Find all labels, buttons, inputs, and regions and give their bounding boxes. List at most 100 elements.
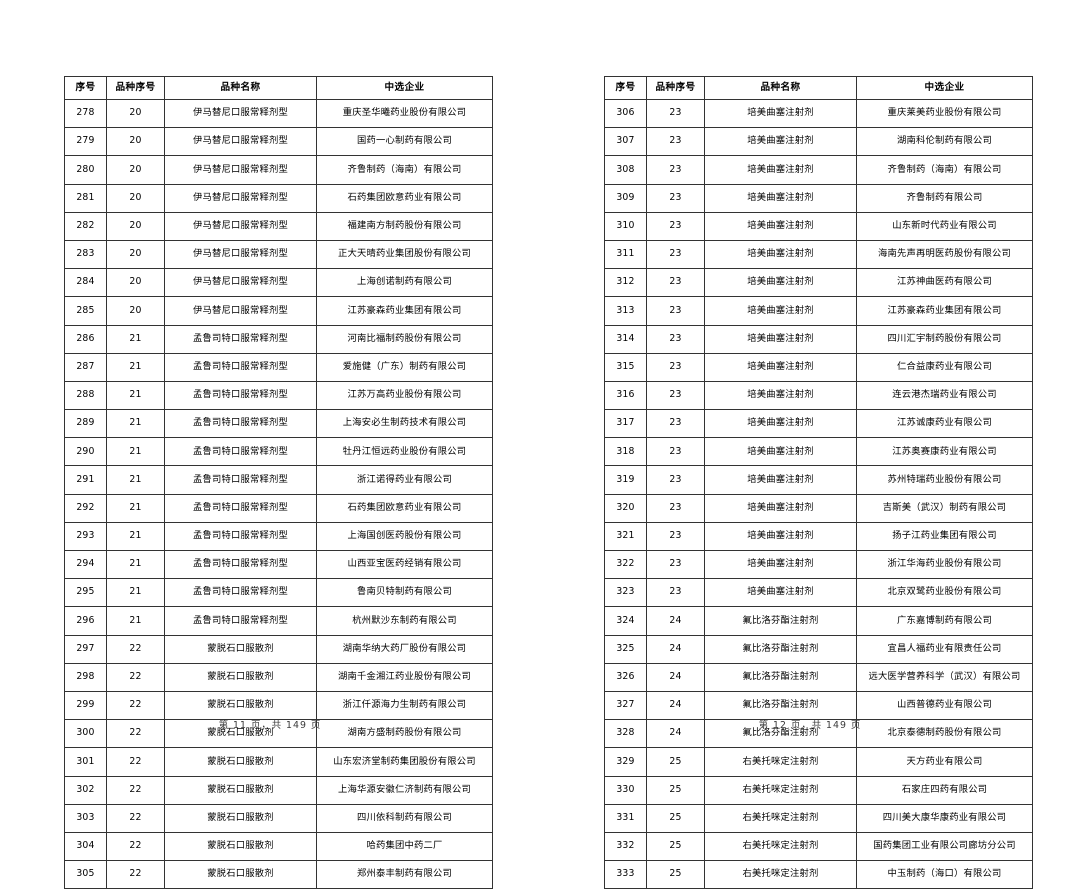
table-row: 323 23 培美曲塞注射剂 北京双鹭药业股份有限公司 xyxy=(604,578,1033,608)
table-row: 333 25 右美托咪定注射剂 中玉制药（海口）有限公司 xyxy=(604,860,1033,889)
cell-seq: 317 xyxy=(604,409,647,439)
cell-variety-name: 孟鲁司特口服常释剂型 xyxy=(164,521,317,552)
table-row: 306 23 培美曲塞注射剂 重庆莱美药业股份有限公司 xyxy=(604,98,1033,129)
cell-seq: 294 xyxy=(64,549,107,580)
cell-seq: 280 xyxy=(64,155,107,185)
cell-seq: 289 xyxy=(64,409,107,439)
cell-variety-name: 培美曲塞注射剂 xyxy=(704,324,857,354)
cell-variety-seq: 24 xyxy=(646,690,705,721)
cell-seq: 311 xyxy=(604,239,647,270)
cell-variety-seq: 22 xyxy=(106,662,165,692)
cell-company: 天方药业有限公司 xyxy=(856,747,1033,777)
cell-company: 哈药集团中药二厂 xyxy=(316,831,493,862)
table-row: 304 22 蒙脱石口服散剂 哈药集团中药二厂 xyxy=(64,831,493,862)
cell-seq: 325 xyxy=(604,634,647,664)
cell-seq: 313 xyxy=(604,296,647,326)
cell-variety-seq: 21 xyxy=(106,578,165,608)
cell-variety-seq: 20 xyxy=(106,211,165,241)
cell-variety-name: 伊马替尼口服常释剂型 xyxy=(164,98,317,129)
cell-variety-name: 孟鲁司特口服常释剂型 xyxy=(164,380,317,411)
cell-variety-name: 培美曲塞注射剂 xyxy=(704,437,857,467)
cell-company: 齐鲁制药（海南）有限公司 xyxy=(856,155,1033,185)
table-header-row: 序号 品种序号 品种名称 中选企业 xyxy=(604,76,1033,100)
cell-seq: 329 xyxy=(604,747,647,777)
cell-company: 湖南方盛制药股份有限公司 xyxy=(316,719,493,749)
cell-seq: 301 xyxy=(64,747,107,777)
cell-variety-seq: 24 xyxy=(646,606,705,636)
cell-company: 上海华源安徽仁济制药有限公司 xyxy=(316,775,493,805)
table-row: 302 22 蒙脱石口服散剂 上海华源安徽仁济制药有限公司 xyxy=(64,775,493,805)
cell-seq: 333 xyxy=(604,860,647,889)
cell-company: 海南先声再明医药股份有限公司 xyxy=(856,239,1033,270)
cell-variety-name: 培美曲塞注射剂 xyxy=(704,155,857,185)
cell-seq: 308 xyxy=(604,155,647,185)
table-row: 289 21 孟鲁司特口服常释剂型 上海安必生制药技术有限公司 xyxy=(64,409,493,439)
cell-seq: 291 xyxy=(64,465,107,495)
cell-company: 上海安必生制药技术有限公司 xyxy=(316,409,493,439)
table-row: 293 21 孟鲁司特口服常释剂型 上海国创医药股份有限公司 xyxy=(64,521,493,552)
table-row: 297 22 蒙脱石口服散剂 湖南华纳大药厂股份有限公司 xyxy=(64,634,493,664)
cell-variety-name: 右美托咪定注射剂 xyxy=(704,860,857,889)
cell-company: 宜昌人福药业有限责任公司 xyxy=(856,634,1033,664)
column-header-seq: 序号 xyxy=(604,76,647,100)
cell-company: 浙江华海药业股份有限公司 xyxy=(856,549,1033,580)
cell-company: 江苏奥赛康药业有限公司 xyxy=(856,437,1033,467)
cell-variety-seq: 23 xyxy=(646,437,705,467)
cell-variety-name: 氟比洛芬酯注射剂 xyxy=(704,719,857,749)
table-row: 311 23 培美曲塞注射剂 海南先声再明医药股份有限公司 xyxy=(604,239,1033,270)
cell-variety-seq: 23 xyxy=(646,493,705,523)
cell-company: 江苏豪森药业集团有限公司 xyxy=(856,296,1033,326)
cell-variety-name: 右美托咪定注射剂 xyxy=(704,803,857,833)
cell-variety-name: 培美曲塞注射剂 xyxy=(704,268,857,298)
cell-variety-seq: 23 xyxy=(646,296,705,326)
cell-variety-seq: 22 xyxy=(106,803,165,833)
page-left: 序号 品种序号 品种名称 中选企业 278 20 伊马替尼口服常释剂型 重庆圣华曦药业… xyxy=(0,0,540,889)
cell-variety-name: 蒙脱石口服散剂 xyxy=(164,747,317,777)
cell-company: 正大天晴药业集团股份有限公司 xyxy=(316,239,493,270)
cell-variety-name: 培美曲塞注射剂 xyxy=(704,183,857,213)
cell-variety-name: 伊马替尼口服常释剂型 xyxy=(164,183,317,213)
cell-variety-name: 培美曲塞注射剂 xyxy=(704,211,857,241)
cell-company: 连云港杰瑞药业有限公司 xyxy=(856,380,1033,411)
cell-seq: 312 xyxy=(604,268,647,298)
cell-variety-name: 蒙脱石口服散剂 xyxy=(164,831,317,862)
table-row: 308 23 培美曲塞注射剂 齐鲁制药（海南）有限公司 xyxy=(604,155,1033,185)
cell-seq: 298 xyxy=(64,662,107,692)
cell-variety-name: 培美曲塞注射剂 xyxy=(704,549,857,580)
cell-company: 郑州泰丰制药有限公司 xyxy=(316,860,493,889)
cell-variety-seq: 25 xyxy=(646,860,705,889)
cell-seq: 288 xyxy=(64,380,107,411)
table-body-right: 306 23 培美曲塞注射剂 重庆莱美药业股份有限公司 307 23 培美曲塞注射剂 湖南科伦… xyxy=(604,98,1033,889)
table-row: 326 24 氟比洛芬酯注射剂 远大医学营养科学（武汉）有限公司 xyxy=(604,662,1033,692)
cell-variety-seq: 23 xyxy=(646,268,705,298)
table-row: 320 23 培美曲塞注射剂 吉斯美（武汉）制药有限公司 xyxy=(604,493,1033,523)
table-row: 280 20 伊马替尼口服常释剂型 齐鲁制药（海南）有限公司 xyxy=(64,155,493,185)
cell-company: 湖南科伦制药有限公司 xyxy=(856,127,1033,157)
cell-seq: 300 xyxy=(64,719,107,749)
cell-variety-seq: 23 xyxy=(646,98,705,129)
table-row: 307 23 培美曲塞注射剂 湖南科伦制药有限公司 xyxy=(604,127,1033,157)
listing-table-wrapper-left: 序号 品种序号 品种名称 中选企业 278 20 伊马替尼口服常释剂型 重庆圣华曦药业… xyxy=(64,76,493,889)
column-header-variety-seq: 品种序号 xyxy=(106,76,165,100)
table-row: 313 23 培美曲塞注射剂 江苏豪森药业集团有限公司 xyxy=(604,296,1033,326)
cell-variety-name: 培美曲塞注射剂 xyxy=(704,239,857,270)
cell-variety-name: 氟比洛芬酯注射剂 xyxy=(704,690,857,721)
cell-company: 石药集团欧意药业有限公司 xyxy=(316,183,493,213)
cell-seq: 292 xyxy=(64,493,107,523)
cell-variety-name: 孟鲁司特口服常释剂型 xyxy=(164,606,317,636)
column-header-variety-name: 品种名称 xyxy=(704,76,857,100)
cell-variety-name: 蒙脱石口服散剂 xyxy=(164,775,317,805)
cell-variety-seq: 21 xyxy=(106,437,165,467)
cell-company: 扬子江药业集团有限公司 xyxy=(856,521,1033,552)
cell-company: 江苏万高药业股份有限公司 xyxy=(316,380,493,411)
cell-variety-seq: 20 xyxy=(106,98,165,129)
cell-seq: 287 xyxy=(64,352,107,382)
cell-seq: 327 xyxy=(604,690,647,721)
cell-company: 齐鲁制药（海南）有限公司 xyxy=(316,155,493,185)
page-right: 序号 品种序号 品种名称 中选企业 306 23 培美曲塞注射剂 重庆莱美药业股份有限… xyxy=(540,0,1080,889)
cell-variety-seq: 23 xyxy=(646,127,705,157)
cell-seq: 293 xyxy=(64,521,107,552)
cell-seq: 323 xyxy=(604,578,647,608)
cell-variety-seq: 20 xyxy=(106,127,165,157)
cell-company: 山东宏济堂制药集团股份有限公司 xyxy=(316,747,493,777)
